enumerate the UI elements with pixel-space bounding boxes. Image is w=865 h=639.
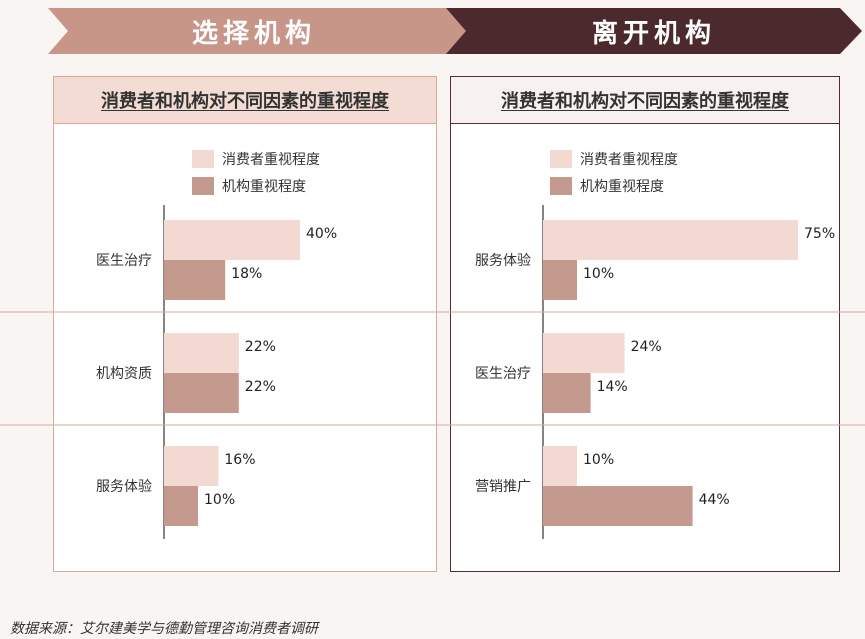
bar-consumer — [164, 220, 300, 260]
data-label: 44% — [699, 492, 730, 508]
category-label: 营销推广 — [475, 479, 531, 495]
chart-title: 消费者和机构对不同因素的重视程度 — [54, 77, 436, 124]
data-label: 40% — [306, 226, 337, 242]
legend-institution-label: 机构重视程度 — [580, 179, 664, 195]
category-label: 机构资质 — [96, 366, 152, 382]
bar-consumer — [164, 333, 239, 373]
category-label: 服务体验 — [475, 253, 531, 269]
banner-right-label: 离开机构 — [591, 18, 716, 49]
data-label: 10% — [583, 266, 614, 282]
bar-institution — [543, 486, 693, 526]
bar-consumer — [164, 446, 219, 486]
data-label: 24% — [631, 339, 662, 355]
banner-right-arrow-shape — [446, 8, 862, 54]
bar-consumer — [543, 446, 577, 486]
bar-consumer — [543, 220, 798, 260]
data-label: 18% — [231, 266, 262, 282]
bar-institution — [164, 260, 226, 300]
data-label: 22% — [245, 379, 276, 395]
bar-institution — [164, 486, 198, 526]
legend-consumer: 消费者重视程度 — [550, 149, 678, 169]
data-label: 75% — [804, 226, 835, 242]
bar-institution — [543, 373, 591, 413]
legend-swatch-institution — [192, 177, 214, 195]
legend-consumer-label: 消费者重视程度 — [222, 152, 320, 168]
legend-swatch-consumer — [550, 150, 572, 168]
category-label: 医生治疗 — [96, 253, 152, 269]
category-label: 服务体验 — [96, 479, 152, 495]
bar-chart-right: 服务体验 75% 10% 医生治疗 24% 14% 营销推广 10% 44% — [475, 205, 835, 539]
legend-consumer-label: 消费者重视程度 — [580, 152, 678, 168]
data-label: 16% — [224, 452, 255, 468]
category-label: 医生治疗 — [475, 366, 531, 382]
chart-title: 消费者和机构对不同因素的重视程度 — [451, 77, 839, 124]
bar-institution — [543, 260, 577, 300]
legend-consumer: 消费者重视程度 — [192, 149, 320, 169]
bar-chart-left: 医生治疗 40% 18% 机构资质 22% 22% 服务体验 16% 10% — [96, 205, 337, 539]
panel-choose: 消费者和机构对不同因素的重视程度 消费者重视程度 机构重视程度 医生治疗 40% 1… — [53, 76, 437, 572]
banner-left-label: 选择机构 — [191, 18, 316, 49]
legend-institution: 机构重视程度 — [192, 176, 306, 196]
data-label: 22% — [245, 339, 276, 355]
legend-institution-label: 机构重视程度 — [222, 179, 306, 195]
bar-institution — [164, 373, 239, 413]
bar-consumer — [543, 333, 625, 373]
data-label: 14% — [597, 379, 628, 395]
banner-left-arrow-shape — [48, 8, 468, 54]
panel-leave: 消费者和机构对不同因素的重视程度 消费者重视程度 机构重视程度 服务体验 75% 1… — [450, 76, 840, 572]
legend-swatch-consumer — [192, 150, 214, 168]
banner-choose-institution: 选择机构 — [48, 8, 468, 54]
data-label: 10% — [204, 492, 235, 508]
data-label: 10% — [583, 452, 614, 468]
banner-leave-institution: 离开机构 — [446, 8, 862, 54]
legend-swatch-institution — [550, 177, 572, 195]
source-note: 数据来源：艾尔建美学与德勤管理咨询消费者调研 — [10, 621, 318, 637]
legend-institution: 机构重视程度 — [550, 176, 664, 196]
